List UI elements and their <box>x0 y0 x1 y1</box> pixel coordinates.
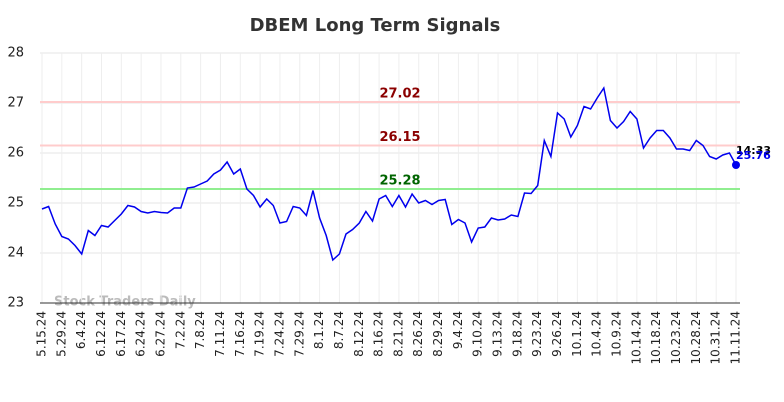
reference-label: 27.02 <box>379 87 420 102</box>
x-tick-label: 8.12.24 <box>352 311 366 357</box>
last-time: 14:33 <box>736 144 771 157</box>
x-tick-label: 8.21.24 <box>391 311 405 357</box>
x-tick-label: 7.2.24 <box>173 311 187 349</box>
x-tick-label: 6.24.24 <box>134 311 148 357</box>
x-tick-label: 7.16.24 <box>233 311 247 357</box>
x-tick-label: 9.10.24 <box>471 311 485 357</box>
reference-label: 25.28 <box>379 174 420 189</box>
y-tick-label: 25 <box>7 196 24 211</box>
chart-title: DBEM Long Term Signals <box>250 15 501 36</box>
y-tick-label: 26 <box>7 146 24 161</box>
y-tick-label: 28 <box>7 46 24 61</box>
x-tick-label: 9.23.24 <box>530 311 544 357</box>
x-tick-label: 10.23.24 <box>669 311 683 364</box>
x-tick-label: 8.1.24 <box>312 311 326 349</box>
x-tick-label: 9.13.24 <box>491 311 505 357</box>
reference-label: 26.15 <box>379 130 420 145</box>
x-tick-label: 6.4.24 <box>74 311 88 349</box>
x-tick-label: 8.16.24 <box>372 311 386 357</box>
x-tick-label: 11.11.24 <box>729 311 743 364</box>
x-tick-label: 6.17.24 <box>114 311 128 357</box>
x-tick-label: 9.26.24 <box>550 311 564 357</box>
x-tick-label: 7.29.24 <box>292 311 306 357</box>
x-tick-label: 10.9.24 <box>610 311 624 357</box>
x-tick-label: 10.31.24 <box>709 311 723 364</box>
x-tick-label: 10.28.24 <box>689 311 703 364</box>
x-tick-label: 10.18.24 <box>649 311 663 364</box>
line <box>41 86 737 262</box>
x-tick-label: 9.18.24 <box>510 311 524 357</box>
x-tick-label: 5.15.24 <box>35 311 49 357</box>
x-tick-label: 5.29.24 <box>54 311 68 357</box>
x-tick-label: 10.4.24 <box>590 311 604 357</box>
x-tick-label: 7.11.24 <box>213 311 227 357</box>
last-point <box>732 161 740 169</box>
x-tick-label: 9.4.24 <box>451 311 465 349</box>
watermark: Stock Traders Daily <box>54 295 196 310</box>
x-tick-label: 7.8.24 <box>193 311 207 349</box>
x-tick-label: 10.1.24 <box>570 311 584 357</box>
x-tick-label: 10.14.24 <box>629 311 643 364</box>
x-tick-label: 8.7.24 <box>332 311 346 349</box>
x-tick-label: 8.29.24 <box>431 311 445 357</box>
x-tick-label: 7.19.24 <box>253 311 267 357</box>
x-tick-label: 6.27.24 <box>153 311 167 357</box>
last-value: 25.76 <box>736 149 771 162</box>
x-tick-label: 7.24.24 <box>272 311 286 357</box>
x-tick-label: 8.26.24 <box>411 311 425 357</box>
y-tick-label: 24 <box>7 246 24 261</box>
x-tick-label: 6.12.24 <box>94 311 108 357</box>
y-tick-label: 27 <box>7 96 24 111</box>
y-tick-label: 23 <box>7 296 24 311</box>
